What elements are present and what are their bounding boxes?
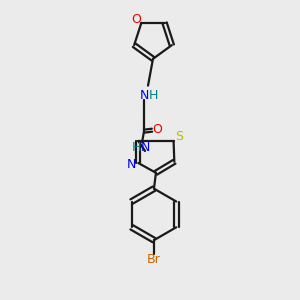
Text: H: H: [131, 140, 141, 154]
Text: S: S: [176, 130, 184, 143]
Text: O: O: [152, 123, 162, 136]
Text: Br: Br: [147, 254, 161, 266]
Text: O: O: [131, 13, 141, 26]
Text: N: N: [140, 140, 150, 154]
Text: N: N: [140, 89, 149, 102]
Text: N: N: [127, 158, 136, 172]
Text: H: H: [148, 89, 158, 102]
